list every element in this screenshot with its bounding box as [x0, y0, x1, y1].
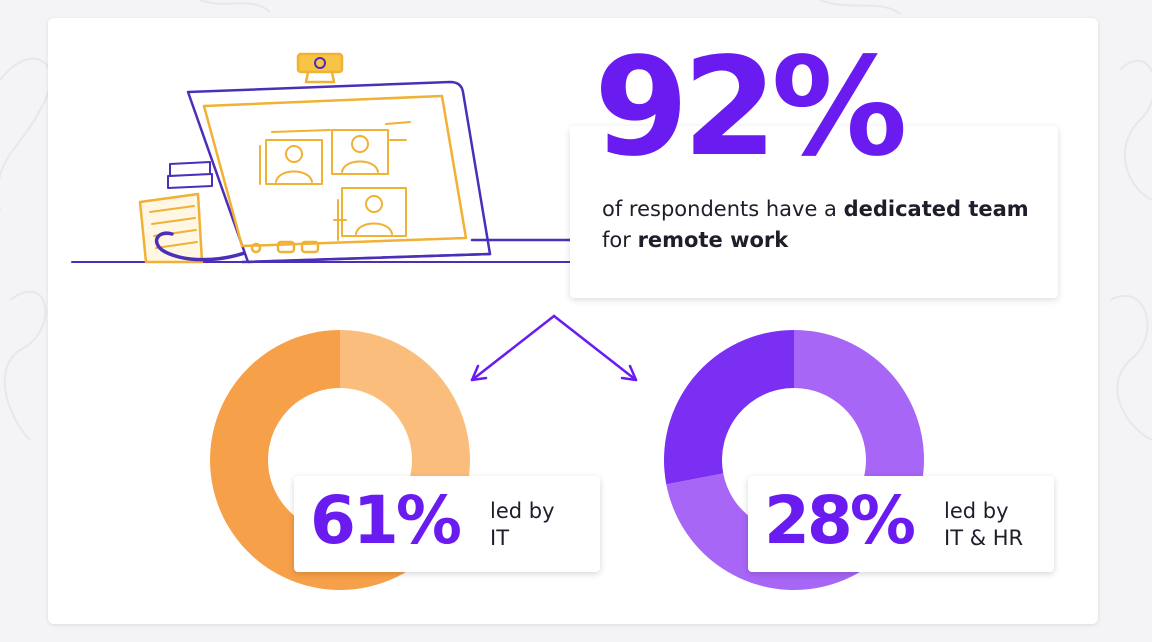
headline-percent: 92% — [594, 29, 908, 187]
headline-box — [570, 126, 1058, 298]
webcam-icon — [296, 52, 344, 84]
it-hr-label-box: 28% led by IT & HR — [748, 476, 1054, 572]
it-hr-caption: led by IT & HR — [944, 499, 1024, 550]
it-caption: led by IT — [490, 499, 555, 550]
it-percent: 61% — [310, 482, 462, 559]
infographic-card: 92% of respondents have a dedicated team… — [48, 18, 1098, 624]
video-call-person-icon — [259, 121, 411, 241]
it-label-box: 61% led by IT — [294, 476, 600, 572]
donut-slice-0-0 — [210, 330, 423, 590]
book-stack-icon — [138, 161, 213, 264]
split-arrow-icon — [470, 314, 638, 382]
statement-bold-remote: remote work — [637, 228, 789, 252]
it-hr-percent: 28% — [764, 482, 916, 559]
donut-slice-1-0 — [664, 330, 794, 485]
laptop-illustration — [71, 52, 572, 264]
statement-bold-dedicated: dedicated team — [843, 197, 1029, 221]
headline-statement: of respondents have a dedicated team for… — [602, 197, 1029, 252]
